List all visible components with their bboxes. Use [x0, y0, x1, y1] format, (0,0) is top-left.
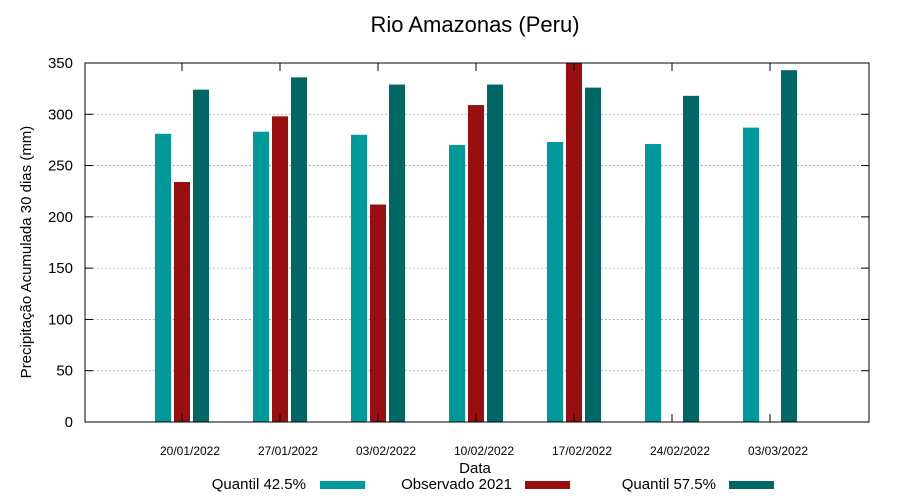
legend: Quantil 42.5% Observado 2021 Quantil 57.5%	[212, 476, 774, 493]
x-tick-label: 24/02/2022	[650, 444, 710, 458]
bar-observado-2021-2	[370, 204, 386, 422]
y-axis: 0 50 100 150 200 250 300 350	[48, 55, 869, 431]
y-tick-label: 100	[48, 311, 73, 328]
bar-quantil-42-5--1	[253, 131, 269, 423]
y-tick-label: 250	[48, 158, 73, 175]
chart-title: Rio Amazonas (Peru)	[370, 12, 579, 37]
bar-quantil-42-5--0	[155, 133, 171, 422]
bar-quantil-57-5--0	[193, 89, 209, 422]
bar-observado-2021-0	[174, 181, 190, 422]
x-tick-label: 27/01/2022	[258, 444, 318, 458]
legend-label: Quantil 57.5%	[622, 476, 716, 493]
bar-quantil-57-5--5	[683, 95, 699, 422]
x-tick-label: 20/01/2022	[160, 444, 220, 458]
bar-quantil-42-5--2	[351, 134, 367, 423]
bar-quantil-57-5--1	[291, 77, 307, 423]
y-tick-label: 50	[56, 363, 73, 380]
bar-observado-2021-1	[272, 116, 288, 422]
y-tick-label: 300	[48, 106, 73, 123]
bars-layer	[155, 63, 797, 423]
bar-quantil-57-5--4	[585, 87, 601, 423]
bar-quantil-42-5--6	[743, 127, 759, 423]
bar-quantil-42-5--5	[645, 144, 661, 422]
bar-quantil-57-5--6	[781, 70, 797, 423]
legend-label: Quantil 42.5%	[212, 476, 306, 493]
y-tick-label: 0	[65, 414, 73, 431]
x-tick-label: 10/02/2022	[454, 444, 514, 458]
bar-quantil-57-5--2	[389, 84, 405, 422]
bar-quantil-42-5--4	[547, 141, 563, 423]
bar-quantil-42-5--3	[449, 145, 465, 423]
legend-swatch	[729, 481, 774, 489]
x-axis: 20/01/2022 27/01/2022 03/02/2022 10/02/2022…	[160, 63, 808, 458]
legend-swatch	[320, 481, 365, 489]
y-tick-label: 200	[48, 209, 73, 226]
y-tick-label: 350	[48, 55, 73, 72]
legend-label: Observado 2021	[401, 476, 512, 493]
y-tick-label: 150	[48, 260, 73, 277]
bar-observado-2021-3	[468, 105, 484, 422]
y-axis-label: Precipitação Acumulada 30 dias (mm)	[18, 126, 35, 379]
x-tick-label: 17/02/2022	[552, 444, 612, 458]
x-tick-label: 03/03/2022	[748, 444, 808, 458]
bar-quantil-57-5--3	[487, 84, 503, 422]
x-tick-label: 03/02/2022	[356, 444, 416, 458]
bar-observado-2021-4	[566, 63, 582, 422]
legend-swatch	[525, 481, 570, 489]
x-axis-label: Data	[459, 460, 491, 477]
plot-frame	[84, 62, 870, 423]
